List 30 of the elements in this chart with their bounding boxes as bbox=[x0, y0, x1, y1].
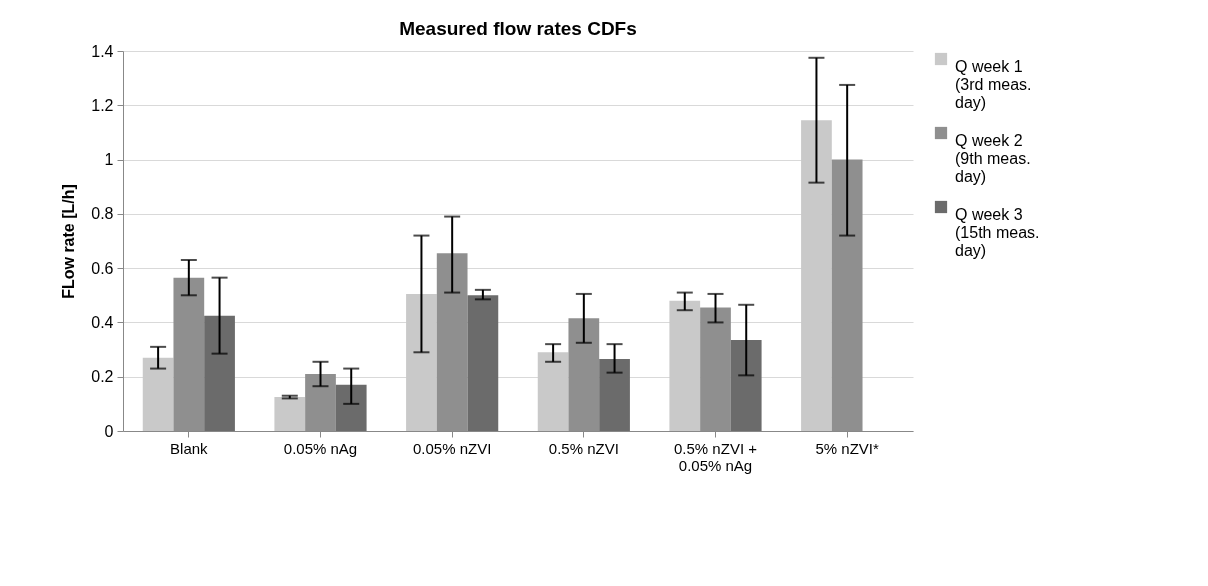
bar bbox=[467, 295, 499, 431]
y-tick-label: 0 bbox=[104, 422, 114, 440]
x-tick-label: 0.5% nZVI bbox=[548, 439, 619, 457]
y-tick-label: 0.8 bbox=[91, 205, 114, 223]
x-tick-label: 0.05% nZVI bbox=[412, 439, 492, 457]
legend-label: Q week 2 (9th meas. day) bbox=[955, 132, 1031, 185]
y-tick-label: 0.2 bbox=[91, 368, 114, 386]
bar bbox=[537, 352, 569, 431]
x-tick-label: 0.05% nAg bbox=[283, 439, 358, 457]
bar bbox=[406, 293, 437, 431]
bar bbox=[669, 300, 701, 431]
bar bbox=[599, 359, 630, 431]
bar bbox=[142, 357, 174, 431]
bar bbox=[801, 120, 832, 431]
legend-label: Q week 3 (15th meas. day) bbox=[955, 206, 1040, 259]
y-tick-label: 0.6 bbox=[91, 259, 114, 277]
x-tick-label: Blank bbox=[170, 439, 209, 457]
y-tick-label: 1.4 bbox=[91, 42, 114, 60]
y-tick-label: 0.4 bbox=[91, 313, 114, 331]
y-tick-label: 1 bbox=[104, 151, 114, 169]
y-axis-title: FLow rate [L/h] bbox=[60, 184, 78, 299]
bar bbox=[730, 340, 762, 431]
bar bbox=[204, 315, 235, 431]
legend-label: Q week 1 (3rd meas. day) bbox=[955, 58, 1032, 111]
x-tick-label: 5% nZVI* bbox=[815, 439, 879, 457]
bar bbox=[335, 384, 367, 431]
chart-title: Measured flow rates CDFs bbox=[399, 18, 637, 39]
y-tick-label: 1.2 bbox=[91, 96, 114, 114]
x-tick-label: 0.5% nZVI + 0.05% nAg bbox=[674, 439, 758, 474]
bar bbox=[274, 397, 306, 431]
